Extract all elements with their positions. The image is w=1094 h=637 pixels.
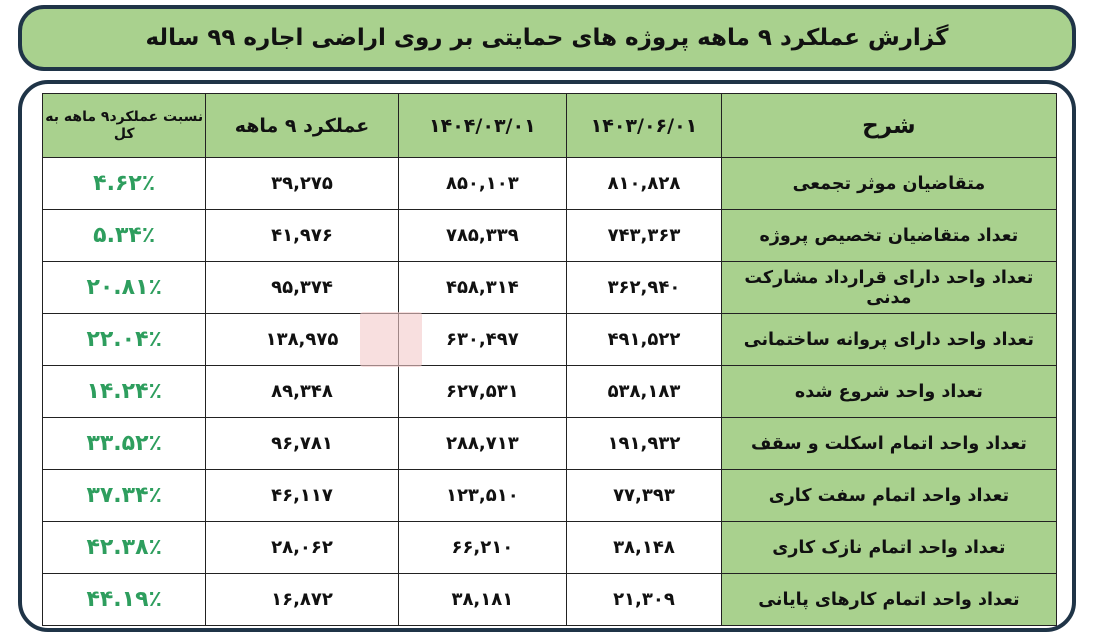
value-1403: ۸۱۰,۸۲۸ xyxy=(566,157,722,210)
value-ratio: ۲۲.۰۴٪ xyxy=(41,313,207,366)
report-title: گزارش عملکرد ۹ ماهه پروژه های حمایتی بر … xyxy=(145,25,949,51)
table-row: تعداد واحد دارای قرارداد مشارکت مدنی ۳۶۲,… xyxy=(41,261,1058,314)
value-performance: ۹۵,۳۷۴ xyxy=(205,261,399,314)
table-row: تعداد واحد اتمام اسکلت و سقف ۱۹۱,۹۳۲ ۲۸۸,۷… xyxy=(41,417,1058,470)
table-header-row: شرح ۱۴۰۳/۰۶/۰۱ ۱۴۰۴/۰۳/۰۱ عملکرد ۹ ماهه … xyxy=(41,93,1058,158)
value-performance: ۹۶,۷۸۱ xyxy=(205,417,399,470)
value-1403: ۷۷,۳۹۳ xyxy=(566,469,722,522)
performance-table: شرح ۱۴۰۳/۰۶/۰۱ ۱۴۰۴/۰۳/۰۱ عملکرد ۹ ماهه … xyxy=(41,93,1058,626)
row-description: تعداد واحد دارای قرارداد مشارکت مدنی xyxy=(720,261,1058,314)
value-ratio: ۱۴.۲۴٪ xyxy=(41,365,207,418)
report-title-banner: گزارش عملکرد ۹ ماهه پروژه های حمایتی بر … xyxy=(18,5,1076,71)
header-date-1403: ۱۴۰۳/۰۶/۰۱ xyxy=(566,93,722,158)
value-1403: ۵۳۸,۱۸۳ xyxy=(566,365,722,418)
row-description: تعداد واحد دارای پروانه ساختمانی xyxy=(720,313,1058,366)
tasnim-watermark-logo xyxy=(360,312,422,367)
header-ratio: نسبت عملکرد۹ ماهه به کل xyxy=(41,93,207,158)
value-1404: ۶۶,۲۱۰ xyxy=(397,521,568,574)
value-performance: ۸۹,۳۴۸ xyxy=(205,365,399,418)
value-performance: ۱۶,۸۷۲ xyxy=(205,573,399,626)
row-description: تعداد متقاضیان تخصیص پروژه xyxy=(720,209,1058,262)
header-description: شرح xyxy=(720,93,1058,158)
table-row: تعداد متقاضیان تخصیص پروژه ۷۴۳,۳۶۳ ۷۸۵,۳۳۹… xyxy=(41,209,1058,262)
value-1403: ۲۱,۳۰۹ xyxy=(566,573,722,626)
value-1403: ۴۹۱,۵۲۲ xyxy=(566,313,722,366)
value-ratio: ۲۰.۸۱٪ xyxy=(41,261,207,314)
row-description: تعداد واحد اتمام نازک کاری xyxy=(720,521,1058,574)
header-date-1404: ۱۴۰۴/۰۳/۰۱ xyxy=(397,93,568,158)
value-1404: ۳۸,۱۸۱ xyxy=(397,573,568,626)
value-1403: ۷۴۳,۳۶۳ xyxy=(566,209,722,262)
value-ratio: ۴.۶۲٪ xyxy=(41,157,207,210)
row-description: تعداد واحد اتمام سفت کاری xyxy=(720,469,1058,522)
table-row: متقاضیان موثر تجمعی ۸۱۰,۸۲۸ ۸۵۰,۱۰۳ ۳۹,۲۷۵ ۴… xyxy=(41,157,1058,210)
value-1403: ۳۶۲,۹۴۰ xyxy=(566,261,722,314)
value-performance: ۴۶,۱۱۷ xyxy=(205,469,399,522)
row-description: متقاضیان موثر تجمعی xyxy=(720,157,1058,210)
value-ratio: ۴۲.۳۸٪ xyxy=(41,521,207,574)
table-row: تعداد واحد اتمام کارهای پایانی ۲۱,۳۰۹ ۳۸,۱… xyxy=(41,573,1058,626)
value-performance: ۳۹,۲۷۵ xyxy=(205,157,399,210)
value-ratio: ۴۴.۱۹٪ xyxy=(41,573,207,626)
table-row: تعداد واحد اتمام نازک کاری ۳۸,۱۴۸ ۶۶,۲۱۰ ۲۸… xyxy=(41,521,1058,574)
value-ratio: ۵.۳۴٪ xyxy=(41,209,207,262)
value-1404: ۴۵۸,۳۱۴ xyxy=(397,261,568,314)
row-description: تعداد واحد اتمام کارهای پایانی xyxy=(720,573,1058,626)
value-performance: ۴۱,۹۷۶ xyxy=(205,209,399,262)
value-1404: ۱۲۳,۵۱۰ xyxy=(397,469,568,522)
value-ratio: ۳۷.۳۴٪ xyxy=(41,469,207,522)
value-1404: ۷۸۵,۳۳۹ xyxy=(397,209,568,262)
value-1404: ۸۵۰,۱۰۳ xyxy=(397,157,568,210)
table-row: تعداد واحد شروع شده ۵۳۸,۱۸۳ ۶۲۷,۵۳۱ ۸۹,۳۴۸ ۱… xyxy=(41,365,1058,418)
value-ratio: ۳۳.۵۲٪ xyxy=(41,417,207,470)
header-performance: عملکرد ۹ ماهه xyxy=(205,93,399,158)
row-description: تعداد واحد شروع شده xyxy=(720,365,1058,418)
value-1404: ۲۸۸,۷۱۳ xyxy=(397,417,568,470)
value-performance: ۲۸,۰۶۲ xyxy=(205,521,399,574)
table-row: تعداد واحد دارای پروانه ساختمانی ۴۹۱,۵۲۲ ۶… xyxy=(41,313,1058,366)
value-1404: ۶۲۷,۵۳۱ xyxy=(397,365,568,418)
row-description: تعداد واحد اتمام اسکلت و سقف xyxy=(720,417,1058,470)
table-row: تعداد واحد اتمام سفت کاری ۷۷,۳۹۳ ۱۲۳,۵۱۰ ۴۶… xyxy=(41,469,1058,522)
value-1404: ۶۳۰,۴۹۷ xyxy=(397,313,568,366)
value-1403: ۳۸,۱۴۸ xyxy=(566,521,722,574)
value-1403: ۱۹۱,۹۳۲ xyxy=(566,417,722,470)
